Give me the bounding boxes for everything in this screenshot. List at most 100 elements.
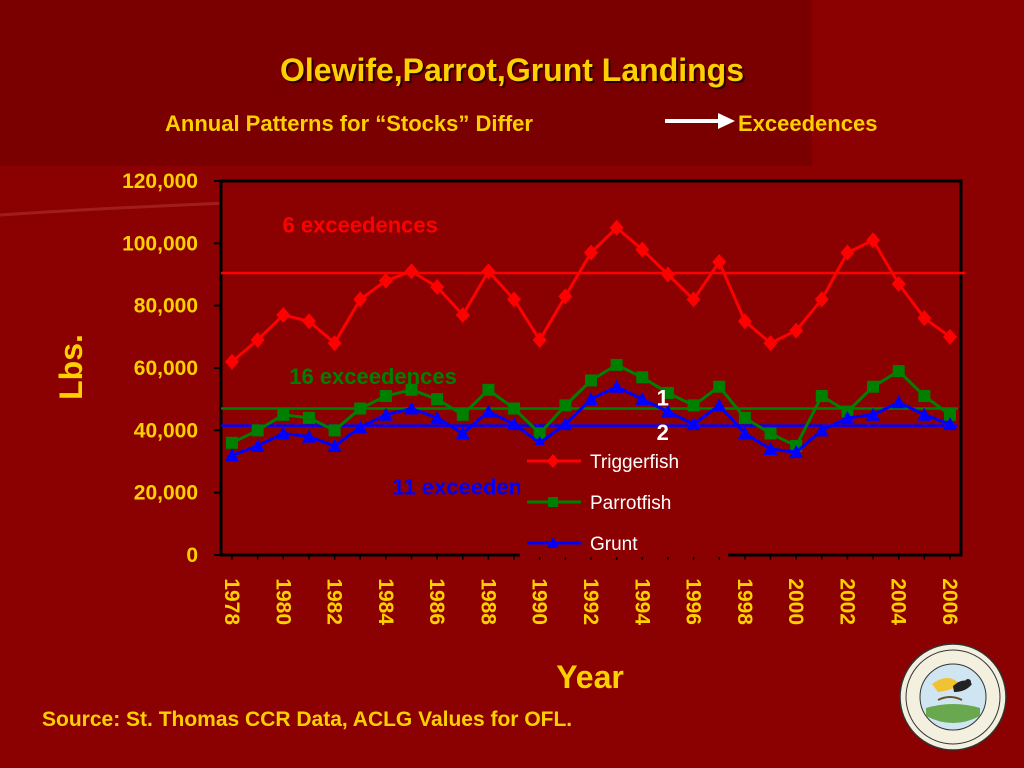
point-parrotfish — [533, 427, 546, 440]
point-triggerfish — [301, 313, 316, 330]
point-parrotfish — [738, 411, 751, 424]
point-triggerfish — [404, 263, 419, 280]
point-grunt — [225, 448, 239, 462]
point-triggerfish — [891, 275, 906, 292]
x-tick-label: 1992 — [579, 578, 602, 625]
x-tick-label: 2000 — [784, 578, 807, 625]
point-grunt — [686, 417, 701, 431]
y-axis-title: Lbs. — [53, 334, 89, 400]
x-tick-label: 2006 — [938, 578, 961, 625]
x-axis-title: Year — [556, 659, 624, 695]
x-tick-label: 2004 — [887, 578, 910, 625]
legend-marker-grunt — [547, 537, 559, 548]
point-triggerfish — [712, 254, 727, 271]
point-triggerfish — [481, 263, 496, 280]
point-grunt — [891, 395, 906, 409]
point-parrotfish — [918, 390, 931, 403]
point-parrotfish — [226, 436, 238, 449]
source-note: Source: St. Thomas CCR Data, ACLG Values… — [42, 708, 573, 731]
y-tick-label: 20,000 — [134, 482, 198, 505]
y-tick-label: 0 — [186, 544, 198, 567]
point-grunt — [430, 410, 445, 424]
series-parrotfish — [226, 358, 956, 452]
point-parrotfish — [764, 427, 777, 440]
annotation-two: 2 — [657, 420, 669, 445]
arrow-right-icon — [665, 113, 735, 129]
point-triggerfish — [866, 232, 881, 249]
point-triggerfish — [250, 331, 265, 348]
point-grunt — [609, 379, 624, 393]
legend-item-grunt: Grunt — [527, 534, 638, 555]
subtitle: Annual Patterns for “Stocks” Differ — [165, 111, 533, 136]
point-grunt — [584, 392, 598, 406]
y-axis-ticks: 0 20,000 40,000 60,000 80,000 100,000 120,000 — [122, 170, 221, 567]
point-triggerfish — [686, 291, 701, 308]
point-parrotfish — [892, 365, 905, 378]
point-triggerfish — [430, 278, 445, 295]
point-grunt — [301, 429, 316, 443]
point-triggerfish — [635, 241, 650, 258]
x-tick-label: 1988 — [476, 578, 499, 625]
legend-marker-triggerfish — [547, 454, 559, 468]
y-tick-label: 100,000 — [122, 232, 198, 255]
point-grunt — [558, 417, 573, 431]
y-tick-label: 40,000 — [134, 419, 198, 442]
y-tick-label: 120,000 — [122, 170, 198, 193]
point-grunt — [763, 442, 778, 456]
x-tick-label: 1980 — [271, 578, 294, 625]
x-tick-label: 1990 — [528, 578, 551, 625]
point-triggerfish — [943, 328, 957, 345]
point-parrotfish — [456, 408, 469, 421]
point-parrotfish — [661, 386, 674, 399]
point-grunt — [943, 417, 957, 431]
point-grunt — [378, 407, 393, 421]
y-tick-label: 80,000 — [134, 295, 198, 318]
point-parrotfish — [482, 383, 495, 396]
point-grunt — [814, 423, 829, 437]
x-tick-label: 1984 — [374, 578, 397, 625]
point-parrotfish — [944, 408, 956, 421]
annotation-trig: 6 exceedences — [283, 213, 438, 238]
point-parrotfish — [815, 390, 828, 403]
legend-label-parrotfish: Parrotfish — [590, 493, 671, 514]
y-tick-label: 60,000 — [134, 357, 198, 380]
point-parrotfish — [354, 402, 367, 415]
point-triggerfish — [609, 219, 624, 236]
x-axis-ticks: 1978 1980 1982 1984 1986 1988 1990 1992 1994 1996… — [220, 555, 961, 625]
x-tick-label: 1994 — [630, 578, 653, 625]
point-parrotfish — [277, 408, 290, 421]
point-parrotfish — [431, 393, 444, 406]
point-parrotfish — [559, 399, 572, 412]
reference-lines — [221, 271, 965, 427]
page-title: Olewife,Parrot,Grunt Landings — [279, 52, 745, 88]
point-grunt — [635, 392, 650, 406]
legend-label-triggerfish: Triggerfish — [590, 452, 679, 473]
point-triggerfish — [455, 307, 470, 324]
x-tick-label: 1998 — [733, 578, 756, 625]
x-tick-label: 1978 — [220, 578, 243, 625]
point-triggerfish — [737, 313, 752, 330]
point-parrotfish — [687, 399, 700, 412]
point-triggerfish — [276, 307, 291, 324]
point-grunt — [481, 404, 496, 418]
government-seal-icon — [899, 643, 1007, 751]
series-layer — [225, 219, 957, 462]
point-grunt — [507, 417, 522, 431]
legend-item-parrotfish: Parrotfish — [527, 493, 671, 514]
x-tick-label: 1982 — [323, 578, 346, 625]
legend-item-triggerfish: Triggerfish — [527, 452, 679, 473]
point-triggerfish — [660, 266, 675, 283]
background-panel — [0, 0, 812, 166]
legend: Triggerfish Parrotfish Grunt — [520, 445, 728, 557]
point-grunt — [250, 438, 265, 452]
point-grunt — [404, 401, 419, 415]
point-triggerfish — [353, 291, 368, 308]
point-parrotfish — [405, 383, 418, 396]
point-triggerfish — [558, 288, 573, 305]
x-tick-label: 2002 — [835, 578, 858, 625]
point-parrotfish — [251, 424, 264, 437]
point-triggerfish — [814, 291, 829, 308]
x-tick-label: 1986 — [425, 578, 448, 625]
point-grunt — [327, 438, 342, 452]
